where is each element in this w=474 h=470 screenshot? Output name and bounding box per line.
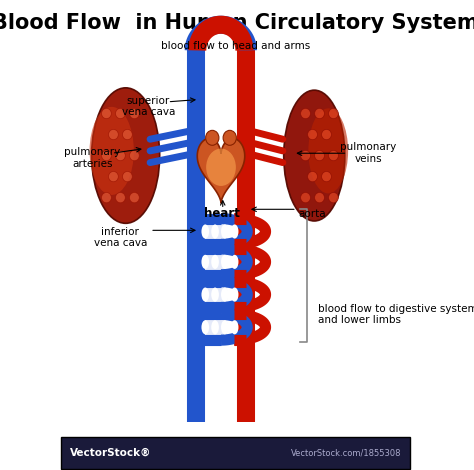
Ellipse shape <box>221 225 228 239</box>
Ellipse shape <box>206 149 236 186</box>
Ellipse shape <box>122 172 132 182</box>
Text: aorta: aorta <box>299 209 326 219</box>
Ellipse shape <box>221 320 228 334</box>
Ellipse shape <box>211 255 219 269</box>
Ellipse shape <box>231 320 238 334</box>
Text: VectorStock.com/1855308: VectorStock.com/1855308 <box>291 448 401 457</box>
Ellipse shape <box>116 109 125 118</box>
Text: pulmonary
veins: pulmonary veins <box>340 142 397 164</box>
Ellipse shape <box>101 109 111 118</box>
Text: blood flow to digestive system
and lower limbs: blood flow to digestive system and lower… <box>318 304 474 325</box>
Ellipse shape <box>200 281 228 309</box>
Ellipse shape <box>201 225 209 239</box>
Ellipse shape <box>328 193 338 203</box>
Ellipse shape <box>231 255 238 269</box>
Ellipse shape <box>284 90 345 221</box>
Ellipse shape <box>101 193 111 203</box>
Ellipse shape <box>211 225 219 239</box>
Ellipse shape <box>328 109 338 118</box>
FancyBboxPatch shape <box>61 437 410 469</box>
Text: pulmonary
arteries: pulmonary arteries <box>64 147 120 169</box>
Text: VectorStock®: VectorStock® <box>70 448 151 458</box>
Ellipse shape <box>211 320 219 334</box>
Ellipse shape <box>91 88 160 223</box>
Ellipse shape <box>309 109 348 194</box>
Ellipse shape <box>116 150 125 161</box>
Ellipse shape <box>322 129 331 140</box>
Ellipse shape <box>200 248 228 276</box>
Ellipse shape <box>315 109 324 118</box>
Ellipse shape <box>201 320 209 334</box>
Polygon shape <box>197 138 245 203</box>
Ellipse shape <box>231 225 238 239</box>
Ellipse shape <box>90 107 134 195</box>
Ellipse shape <box>200 217 228 246</box>
Ellipse shape <box>308 172 318 182</box>
Ellipse shape <box>206 130 219 145</box>
Ellipse shape <box>221 255 228 269</box>
Ellipse shape <box>129 109 139 118</box>
Ellipse shape <box>122 129 132 140</box>
Ellipse shape <box>328 150 338 161</box>
Ellipse shape <box>129 150 139 161</box>
Ellipse shape <box>322 172 331 182</box>
Text: heart: heart <box>204 207 240 220</box>
Ellipse shape <box>101 150 111 161</box>
Ellipse shape <box>109 129 118 140</box>
Ellipse shape <box>201 288 209 302</box>
Ellipse shape <box>315 193 324 203</box>
Ellipse shape <box>223 130 237 145</box>
Text: inferior
vena cava: inferior vena cava <box>94 227 147 248</box>
Text: Blood Flow  in Human Circulatory System: Blood Flow in Human Circulatory System <box>0 13 474 33</box>
Ellipse shape <box>315 150 324 161</box>
Ellipse shape <box>129 193 139 203</box>
Ellipse shape <box>116 193 125 203</box>
Text: blood flow to head and arms: blood flow to head and arms <box>161 41 310 51</box>
Ellipse shape <box>201 255 209 269</box>
Ellipse shape <box>301 150 310 161</box>
Ellipse shape <box>301 193 310 203</box>
Ellipse shape <box>231 288 238 302</box>
Text: superior
vena cava: superior vena cava <box>122 96 175 118</box>
Ellipse shape <box>308 129 318 140</box>
Ellipse shape <box>301 109 310 118</box>
Ellipse shape <box>221 288 228 302</box>
Ellipse shape <box>211 288 219 302</box>
Ellipse shape <box>109 172 118 182</box>
Ellipse shape <box>200 313 228 341</box>
